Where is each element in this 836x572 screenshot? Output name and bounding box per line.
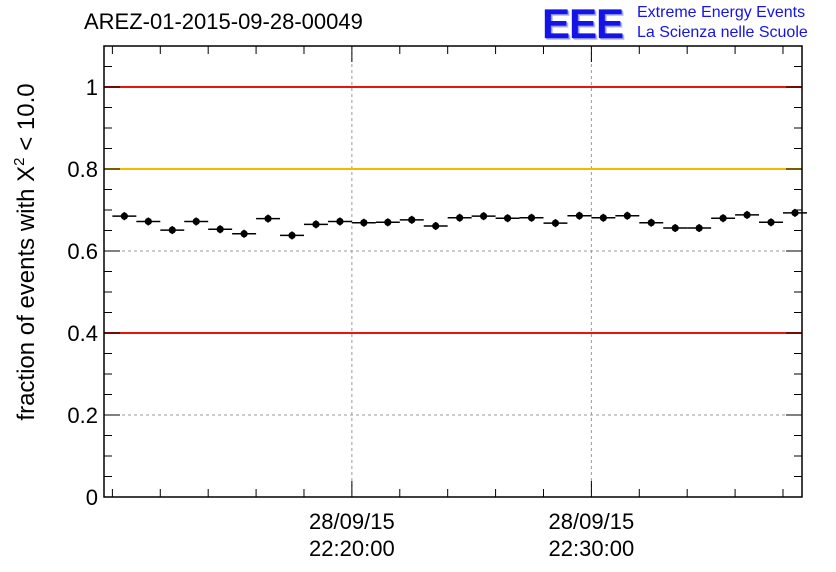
data-point [232, 229, 257, 238]
data-marker [384, 218, 392, 226]
data-points [112, 208, 807, 240]
axes-frame [103, 45, 803, 498]
data-marker [743, 211, 751, 219]
plot-frame [103, 45, 803, 498]
data-marker [192, 217, 200, 226]
data-marker [480, 212, 488, 220]
data-point [567, 211, 592, 220]
data-point [280, 231, 304, 240]
data-point [184, 217, 209, 226]
y-tick-label: 0.8 [67, 157, 98, 182]
data-point [735, 210, 760, 219]
data-point [471, 212, 496, 221]
x-tick-label-date: 28/09/15 [549, 509, 635, 534]
eee-logo: EEE Extreme Energy Events La Scienza nel… [542, 2, 832, 48]
data-marker [671, 224, 679, 232]
data-marker [599, 214, 607, 222]
x-tick-label-time: 22:30:00 [549, 536, 635, 561]
data-marker [336, 217, 344, 226]
data-point [351, 218, 376, 227]
y-tick-label: 0 [86, 485, 98, 510]
y-tick-label: 0.4 [67, 321, 98, 346]
y-tick-label: 1 [86, 75, 98, 100]
data-point [591, 213, 616, 222]
data-marker [767, 218, 775, 226]
data-point [663, 224, 688, 233]
data-marker [695, 224, 703, 232]
data-marker [456, 214, 464, 222]
data-point [759, 218, 783, 227]
data-marker [168, 226, 176, 234]
data-marker [264, 215, 272, 223]
grid-lines [104, 46, 802, 497]
data-point [615, 211, 640, 220]
data-marker [575, 212, 584, 220]
logo-line-2: La Scienza nelle Scuole [637, 24, 808, 41]
data-point [711, 214, 736, 223]
data-marker [647, 219, 655, 227]
data-marker [120, 212, 128, 220]
data-marker [623, 212, 631, 220]
data-marker [144, 217, 152, 226]
data-marker [791, 209, 799, 217]
data-point [495, 214, 520, 223]
x-tick-label-date: 28/09/15 [309, 509, 395, 534]
axis-ticks [104, 45, 802, 498]
data-point [136, 217, 161, 226]
data-marker [527, 214, 536, 222]
data-marker [360, 219, 368, 227]
y-tick-label: 0.2 [67, 403, 98, 428]
data-point [327, 217, 352, 226]
data-marker [288, 231, 296, 240]
data-point [543, 219, 568, 228]
data-marker [432, 222, 440, 230]
data-point [423, 221, 448, 230]
data-point [782, 208, 807, 217]
data-point [112, 212, 137, 221]
data-point [639, 218, 664, 227]
y-tick-labels: 0 0.2 0.4 0.6 0.8 1 [67, 75, 98, 510]
data-marker [503, 214, 512, 222]
eee-logo-mark: EEE [542, 0, 624, 47]
data-point [375, 218, 400, 227]
data-point [519, 213, 544, 222]
x-tick-label-time: 22:20:00 [309, 536, 395, 561]
y-axis-title: fraction of events with X2 < 10.0 [11, 83, 40, 420]
data-marker [216, 225, 224, 233]
y-tick-label: 0.6 [67, 239, 98, 264]
data-marker [551, 219, 560, 227]
data-point [208, 225, 233, 234]
data-point [256, 214, 281, 223]
logo-line-1: Extreme Energy Events [637, 4, 806, 21]
data-point [303, 220, 328, 229]
data-marker [312, 220, 320, 228]
data-point [160, 226, 185, 235]
data-marker [240, 230, 248, 238]
data-marker [408, 216, 416, 224]
data-point [687, 224, 712, 233]
data-point [447, 213, 472, 222]
data-marker [719, 214, 727, 222]
plot-title: AREZ-01-2015-09-28-00049 [84, 9, 363, 34]
reference-lines [104, 86, 802, 334]
data-point [399, 215, 424, 224]
